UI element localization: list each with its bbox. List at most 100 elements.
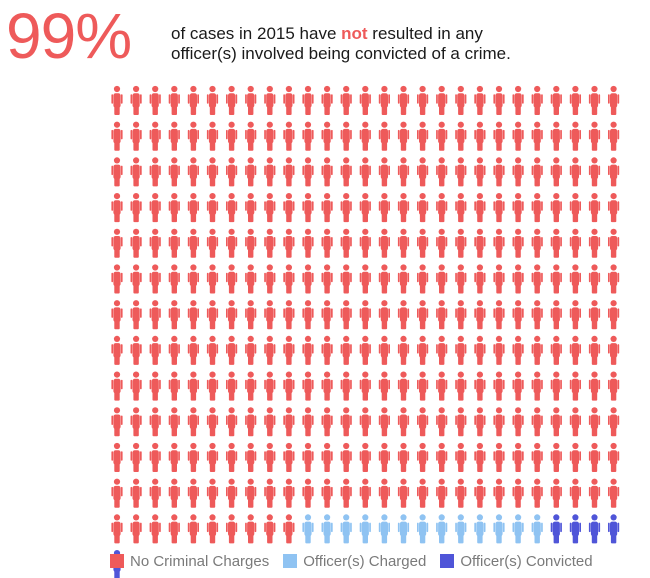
person-icon (569, 157, 581, 187)
person-icon (283, 193, 295, 223)
person-icon (302, 478, 314, 508)
person-icon (283, 85, 295, 115)
person-icon (206, 157, 219, 187)
person-icon (321, 335, 333, 365)
person-icon (340, 121, 352, 151)
person-icon (168, 264, 180, 294)
person-icon (111, 371, 123, 401)
person-icon (512, 478, 524, 508)
person-icon (283, 442, 295, 472)
person-icon (531, 442, 543, 472)
person-icon (302, 157, 314, 187)
person-icon (149, 442, 161, 472)
person-icon (340, 514, 352, 544)
person-icon (588, 335, 601, 365)
person-icon (321, 193, 333, 223)
person-icon (474, 85, 486, 115)
person-icon (436, 407, 448, 437)
person-icon (111, 157, 123, 187)
person-icon (436, 228, 448, 258)
person-icon (149, 335, 161, 365)
person-icon (417, 442, 429, 472)
person-icon (206, 300, 219, 330)
person-icon (608, 442, 620, 472)
legend-item-officers-charged: Officer(s) Charged (283, 553, 426, 570)
person-icon (417, 157, 429, 187)
person-icon (206, 478, 219, 508)
person-icon (187, 85, 199, 115)
person-icon (378, 121, 390, 151)
person-icon (130, 264, 142, 294)
person-icon (321, 157, 333, 187)
person-icon (206, 85, 219, 115)
person-icon (531, 514, 543, 544)
person-icon (245, 157, 257, 187)
person-icon (245, 514, 257, 544)
person-icon (264, 407, 276, 437)
person-icon (588, 442, 601, 472)
person-icon (550, 478, 562, 508)
person-icon (130, 442, 142, 472)
person-icon (283, 228, 295, 258)
person-icon (340, 335, 352, 365)
person-icon (569, 85, 581, 115)
person-icon (130, 228, 142, 258)
person-icon (455, 300, 467, 330)
person-icon (397, 514, 410, 544)
person-icon (130, 157, 142, 187)
person-icon (283, 335, 295, 365)
person-icon (531, 407, 543, 437)
person-icon (340, 371, 352, 401)
person-icon (130, 121, 142, 151)
person-icon (474, 264, 486, 294)
person-icon (512, 442, 524, 472)
person-icon (378, 335, 390, 365)
legend: No Criminal Charges Officer(s) Charged O… (110, 551, 593, 571)
person-icon (321, 407, 333, 437)
person-icon (417, 121, 429, 151)
person-icon (283, 121, 295, 151)
person-icon (340, 264, 352, 294)
person-icon (608, 371, 620, 401)
person-icon (474, 371, 486, 401)
person-icon (512, 407, 524, 437)
person-icon (608, 85, 620, 115)
person-icon (378, 157, 390, 187)
person-icon (149, 514, 161, 544)
person-icon (550, 157, 562, 187)
person-icon (168, 478, 180, 508)
person-icon (149, 157, 161, 187)
person-icon (111, 121, 123, 151)
person-icon (359, 157, 371, 187)
person-icon (436, 514, 448, 544)
person-icon (436, 85, 448, 115)
person-icon (226, 478, 238, 508)
person-icon (340, 478, 352, 508)
person-icon (264, 514, 276, 544)
headline: 99% of cases in 2015 have not resulted i… (6, 0, 646, 72)
person-icon (550, 228, 562, 258)
person-icon (187, 157, 199, 187)
person-icon (474, 121, 486, 151)
person-icon (569, 335, 581, 365)
person-icon (588, 371, 601, 401)
person-icon (111, 228, 123, 258)
person-icon (321, 85, 333, 115)
person-icon (493, 228, 505, 258)
person-icon (245, 300, 257, 330)
person-icon (474, 442, 486, 472)
person-icon (187, 228, 199, 258)
person-icon (493, 407, 505, 437)
person-icon (588, 264, 601, 294)
person-icon (608, 157, 620, 187)
person-icon (493, 335, 505, 365)
person-icon (493, 371, 505, 401)
person-icon (187, 442, 199, 472)
statement-line-1-start: of cases in 2015 have (171, 24, 342, 43)
person-icon (588, 193, 601, 223)
person-icon (226, 335, 238, 365)
person-icon (321, 478, 333, 508)
person-icon (264, 442, 276, 472)
person-icon (512, 371, 524, 401)
person-icon (378, 478, 390, 508)
